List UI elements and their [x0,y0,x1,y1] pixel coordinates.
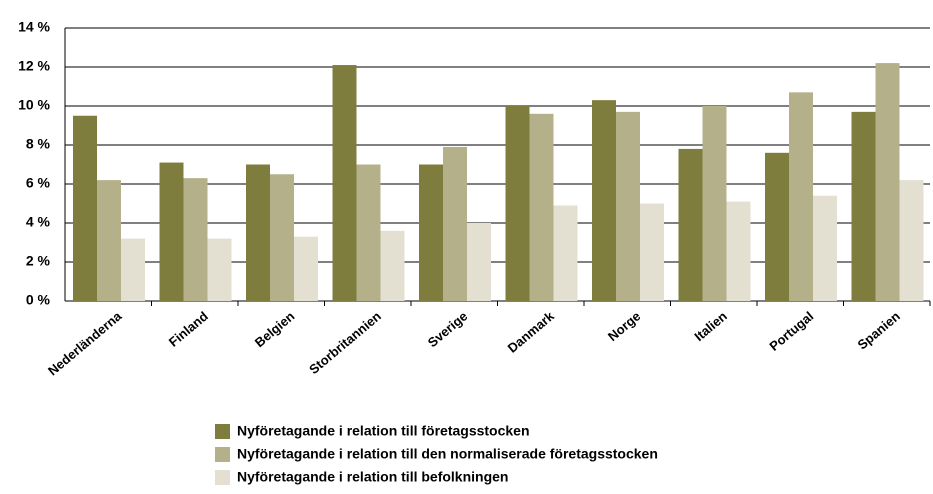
y-tick-label: 0 % [26,292,51,308]
x-tick-label: Nederländerna [45,308,125,378]
bar [553,205,578,301]
legend-label: Nyföretagande i relation till befolkning… [237,469,508,485]
bar [380,230,405,301]
legend-label: Nyföretagande i relation till den normal… [237,446,658,462]
y-tick-label: 8 % [26,136,51,152]
legend-swatch [215,424,230,439]
bar [73,115,97,301]
bar [332,65,357,301]
x-tick-label: Norge [605,308,643,344]
bar [592,100,616,302]
bar [529,113,554,301]
bar [356,164,381,301]
bar [159,162,184,301]
bar [813,195,837,301]
bar [678,148,703,301]
bar [207,238,232,301]
x-tick-label: Italien [691,308,729,344]
y-tick-label: 10 % [18,97,50,113]
bar [419,164,443,301]
x-tick-label: Storbritannien [306,308,384,377]
bar [702,106,727,301]
x-tick-label: Finland [166,308,211,349]
x-tick-label: Sverige [425,308,471,350]
bar [467,223,491,301]
x-tick-label: Danmark [505,308,558,356]
x-tick-label: Portugal [766,308,816,353]
legend-swatch [215,470,230,485]
bar [183,178,208,301]
bar [899,180,924,301]
y-tick-label: 2 % [26,253,51,269]
x-tick-label: Belgien [252,308,298,350]
bar [640,203,664,301]
bar [875,63,900,301]
bar [97,180,121,301]
bar [505,106,530,301]
bar [789,92,813,301]
legend-label: Nyföretagande i relation till företagsst… [237,423,530,439]
bar [121,238,145,301]
bar [246,164,270,301]
bar [726,201,751,301]
bar [616,111,640,301]
y-tick-label: 4 % [26,214,51,230]
x-tick-label: Spanien [855,308,903,352]
y-tick-label: 12 % [18,58,50,74]
bar [270,174,294,301]
bar [851,111,876,301]
y-tick-label: 14 % [18,19,50,35]
bar [443,146,467,301]
legend-swatch [215,447,230,462]
bar [294,236,318,301]
y-tick-label: 6 % [26,175,51,191]
bar [765,152,789,301]
